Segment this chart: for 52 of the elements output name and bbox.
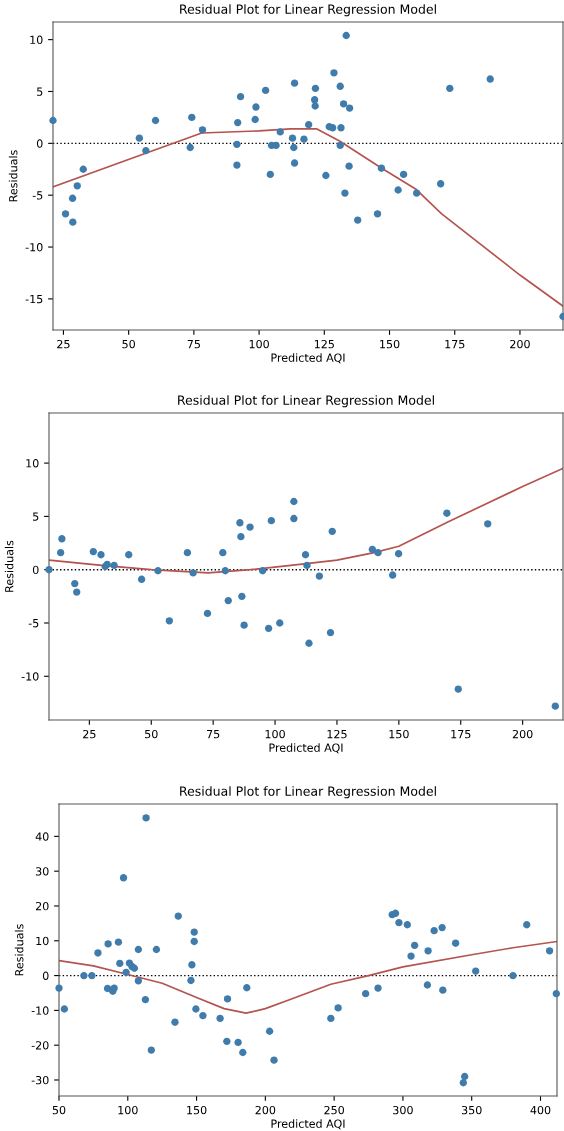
y-tick-label: 5 <box>33 512 39 521</box>
x-tick-label: 350 <box>461 1105 482 1115</box>
x-tick-label: 75 <box>187 340 200 349</box>
x-tick-label: 150 <box>389 729 409 739</box>
x-tick-label: 100 <box>118 1105 138 1115</box>
x-tick-label: 150 <box>380 339 400 349</box>
x-tick-label: 25 <box>83 729 96 739</box>
y-tick-label: -30 <box>31 1075 49 1085</box>
x-tick-label: 250 <box>324 1105 344 1115</box>
y-tick-label: 0 <box>36 139 43 148</box>
y-tick-label: 10 <box>36 936 49 946</box>
x-tick-label: 125 <box>327 729 347 739</box>
y-tick-label: -15 <box>25 295 43 304</box>
y-tick-label: -5 <box>28 619 39 628</box>
x-tick-label: 100 <box>249 339 269 349</box>
x-tick-label: 75 <box>207 730 220 739</box>
y-tick-label: -10 <box>25 243 43 252</box>
y-tick-label: 10 <box>30 35 43 45</box>
y-tick-label: 0 <box>32 565 39 575</box>
x-tick-label: 200 <box>255 1105 276 1115</box>
y-axis-title: Residuals <box>4 540 14 592</box>
y-tick-label: 10 <box>26 459 39 468</box>
x-tick-label: 200 <box>512 729 533 739</box>
x-tick-label: 100 <box>265 729 285 739</box>
y-tick-label: 0 <box>42 971 49 980</box>
x-tick-label: 50 <box>122 339 135 349</box>
x-tick-label: 200 <box>510 339 530 349</box>
y-tick-label: 5 <box>37 87 43 96</box>
x-tick-label: 125 <box>314 339 334 349</box>
chart-title: Residual Plot for Linear Regression Model <box>180 4 436 17</box>
y-tick-label: -10 <box>31 1006 49 1015</box>
x-tick-label: 300 <box>393 1105 413 1115</box>
x-axis-title: Predicted AQI <box>271 353 345 364</box>
y-tick-label: -10 <box>21 672 39 681</box>
chart-title: Residual Plot for Linear Regression Model <box>180 786 436 799</box>
y-tick-label: 20 <box>35 901 49 911</box>
x-axis-title: Predicted AQI <box>269 743 343 754</box>
chart-title: Residual Plot for Linear Regression Model <box>178 395 434 408</box>
y-axis-title: Residuals <box>8 150 18 202</box>
x-axis-title: Predicted AQI <box>271 1119 345 1130</box>
y-tick-label: 40 <box>35 832 49 841</box>
x-tick-label: 175 <box>451 730 471 739</box>
x-tick-label: 25 <box>57 339 70 349</box>
y-tick-label: -5 <box>32 191 43 200</box>
x-tick-label: 175 <box>445 340 465 349</box>
y-axis-title: Residuals <box>14 924 24 976</box>
x-tick-label: 50 <box>52 1105 66 1115</box>
y-tick-label: -20 <box>31 1041 49 1050</box>
x-tick-label: 400 <box>530 1105 551 1115</box>
x-tick-label: 150 <box>187 1105 207 1115</box>
y-tick-label: 30 <box>35 867 49 876</box>
x-tick-label: 50 <box>145 729 158 739</box>
